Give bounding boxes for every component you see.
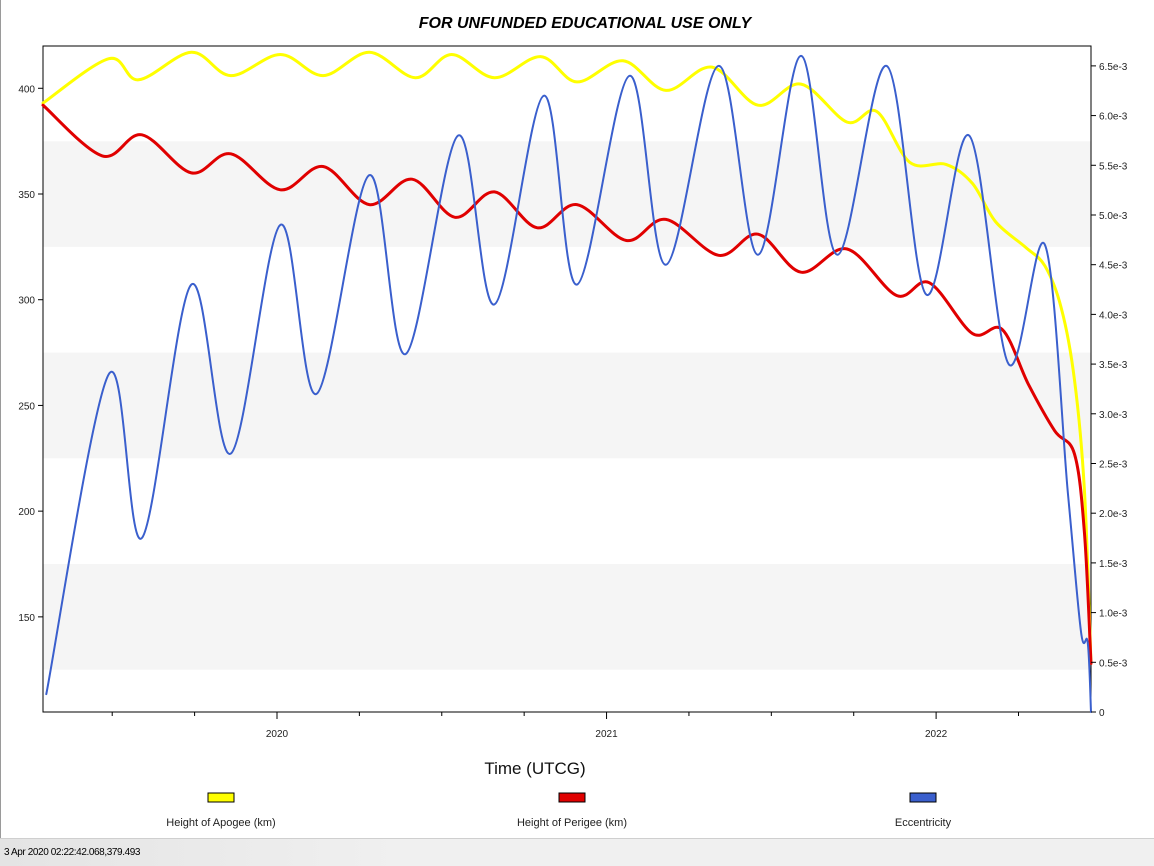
legend-swatch-eccentricity bbox=[909, 792, 937, 803]
background-band bbox=[43, 669, 1091, 712]
x-axis: 2020 2021 2022 bbox=[111, 712, 1019, 740]
y-right-tick-label: 0.5e-3 bbox=[1099, 658, 1128, 669]
y-right-tick-label: 3.5e-3 bbox=[1099, 360, 1128, 371]
y-right-tick-label: 6.0e-3 bbox=[1099, 112, 1128, 123]
chart-title: FOR UNFUNDED EDUCATIONAL USE ONLY bbox=[419, 15, 753, 32]
x-tick-label: 2022 bbox=[925, 729, 948, 740]
status-bar: 3 Apr 2020 02:22:42.068,379.493 bbox=[0, 838, 1154, 866]
x-tick-label: 2020 bbox=[266, 729, 289, 740]
chart: 2020 2021 2022 150 200 250 300 350 400 0 0.5e-3 1… bbox=[18, 15, 1128, 829]
y-right-tick-label: 1.0e-3 bbox=[1099, 609, 1128, 620]
y-right-axis: 0 0.5e-3 1.0e-3 1.5e-3 2.0e-3 2.5e-3 3.0e-3 3.5… bbox=[1091, 62, 1128, 719]
x-axis-label: Time (UTCG) bbox=[484, 759, 585, 778]
series-line-height-of-perigee-km bbox=[41, 103, 1093, 665]
plot-background-bands bbox=[43, 46, 1091, 712]
y-left-tick-label: 150 bbox=[18, 613, 35, 624]
y-left-tick-label: 300 bbox=[18, 296, 35, 307]
y-right-tick-label: 2.0e-3 bbox=[1099, 509, 1128, 520]
x-tick-label: 2021 bbox=[595, 729, 618, 740]
legend-label-eccentricity: Eccentricity bbox=[895, 817, 952, 829]
plot-frame bbox=[42, 45, 1092, 713]
plot-window: 2020 2021 2022 150 200 250 300 350 400 0 0.5e-3 1… bbox=[0, 0, 1128, 838]
series-line-height-of-apogee-km bbox=[41, 50, 1093, 665]
legend-swatch-height-of-perigee-km bbox=[558, 792, 586, 803]
legend-label-height-of-apogee-km: Height of Apogee (km) bbox=[166, 817, 275, 829]
y-left-tick-label: 400 bbox=[18, 84, 35, 95]
y-right-tick-label: 1.5e-3 bbox=[1099, 559, 1128, 570]
y-right-tick-label: 4.0e-3 bbox=[1099, 310, 1128, 321]
y-right-tick-label: 2.5e-3 bbox=[1099, 459, 1128, 470]
y-right-tick-label: 5.0e-3 bbox=[1099, 211, 1128, 222]
y-left-tick-label: 200 bbox=[18, 507, 35, 518]
y-right-tick-label: 5.5e-3 bbox=[1099, 161, 1128, 172]
y-right-tick-label: 6.5e-3 bbox=[1099, 62, 1128, 73]
background-band bbox=[43, 564, 1091, 670]
y-right-tick-label: 0 bbox=[1099, 708, 1105, 719]
background-band bbox=[43, 46, 1091, 142]
background-band bbox=[43, 352, 1091, 459]
series-layer bbox=[41, 50, 1093, 713]
legend-label-height-of-perigee-km: Height of Perigee (km) bbox=[517, 817, 627, 829]
legend: Height of Apogee (km) Height of Perigee (… bbox=[166, 792, 952, 829]
y-left-axis: 150 200 250 300 350 400 bbox=[18, 84, 43, 624]
legend-swatch-height-of-apogee-km bbox=[207, 792, 235, 803]
y-right-tick-label: 3.0e-3 bbox=[1099, 410, 1128, 421]
series-line-eccentricity bbox=[45, 54, 1092, 713]
background-band bbox=[43, 458, 1091, 564]
status-time-readout: 3 Apr 2020 02:22:42.068,379.493 bbox=[0, 839, 404, 866]
background-band bbox=[43, 141, 1091, 247]
y-left-tick-label: 250 bbox=[18, 401, 35, 412]
y-right-tick-label: 4.5e-3 bbox=[1099, 261, 1128, 272]
background-band bbox=[43, 246, 1091, 353]
y-left-tick-label: 350 bbox=[18, 190, 35, 201]
